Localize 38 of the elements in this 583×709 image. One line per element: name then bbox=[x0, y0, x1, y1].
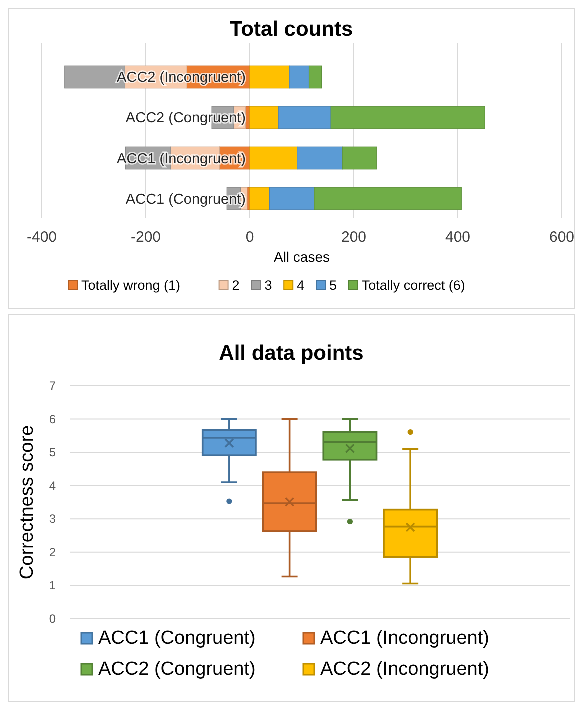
bar bbox=[250, 187, 270, 210]
bar bbox=[342, 146, 378, 170]
y-tick-label: ACC1 (Congruent) bbox=[126, 192, 246, 208]
legend-label: Totally wrong (1) bbox=[82, 278, 181, 293]
x-tick-label: -400 bbox=[26, 229, 58, 246]
bar bbox=[250, 146, 298, 170]
y-tick-label: 1 bbox=[49, 578, 56, 593]
legend-label: 5 bbox=[330, 278, 338, 293]
bar bbox=[308, 66, 322, 89]
x-tick-label: 400 bbox=[445, 229, 471, 246]
y-axis-title: Correctness score bbox=[17, 425, 38, 580]
y-tick-label: 2 bbox=[49, 545, 56, 560]
x-tick-label: 600 bbox=[549, 229, 575, 246]
legend-label: ACC1 (Incongruent) bbox=[320, 628, 490, 649]
legend-label: 3 bbox=[264, 278, 272, 293]
chart-title: All data points bbox=[219, 342, 364, 365]
legend-label: Totally correct (6) bbox=[362, 278, 466, 293]
bar bbox=[250, 106, 279, 130]
bar bbox=[269, 187, 315, 210]
y-tick-label: 6 bbox=[49, 412, 56, 426]
y-tick-label: 7 bbox=[49, 379, 56, 393]
bar bbox=[289, 66, 310, 89]
bar bbox=[297, 146, 343, 170]
y-tick-label: ACC2 (Congruent) bbox=[126, 110, 246, 127]
bar bbox=[278, 106, 332, 130]
bar bbox=[314, 187, 462, 210]
x-tick-label: 200 bbox=[341, 229, 367, 246]
y-tick-label: 5 bbox=[49, 446, 56, 460]
chart-title: Total counts bbox=[230, 18, 354, 41]
legend-label: ACC2 (Incongruent) bbox=[320, 659, 490, 680]
bar bbox=[330, 106, 486, 130]
legend-label: 4 bbox=[297, 278, 306, 293]
y-tick-label: 4 bbox=[49, 478, 56, 493]
bar bbox=[250, 66, 290, 89]
y-tick-label: 3 bbox=[49, 512, 56, 526]
x-tick-label: -200 bbox=[130, 229, 162, 246]
y-tick-label: 0 bbox=[49, 612, 56, 626]
x-axis-title: All cases bbox=[274, 249, 330, 265]
